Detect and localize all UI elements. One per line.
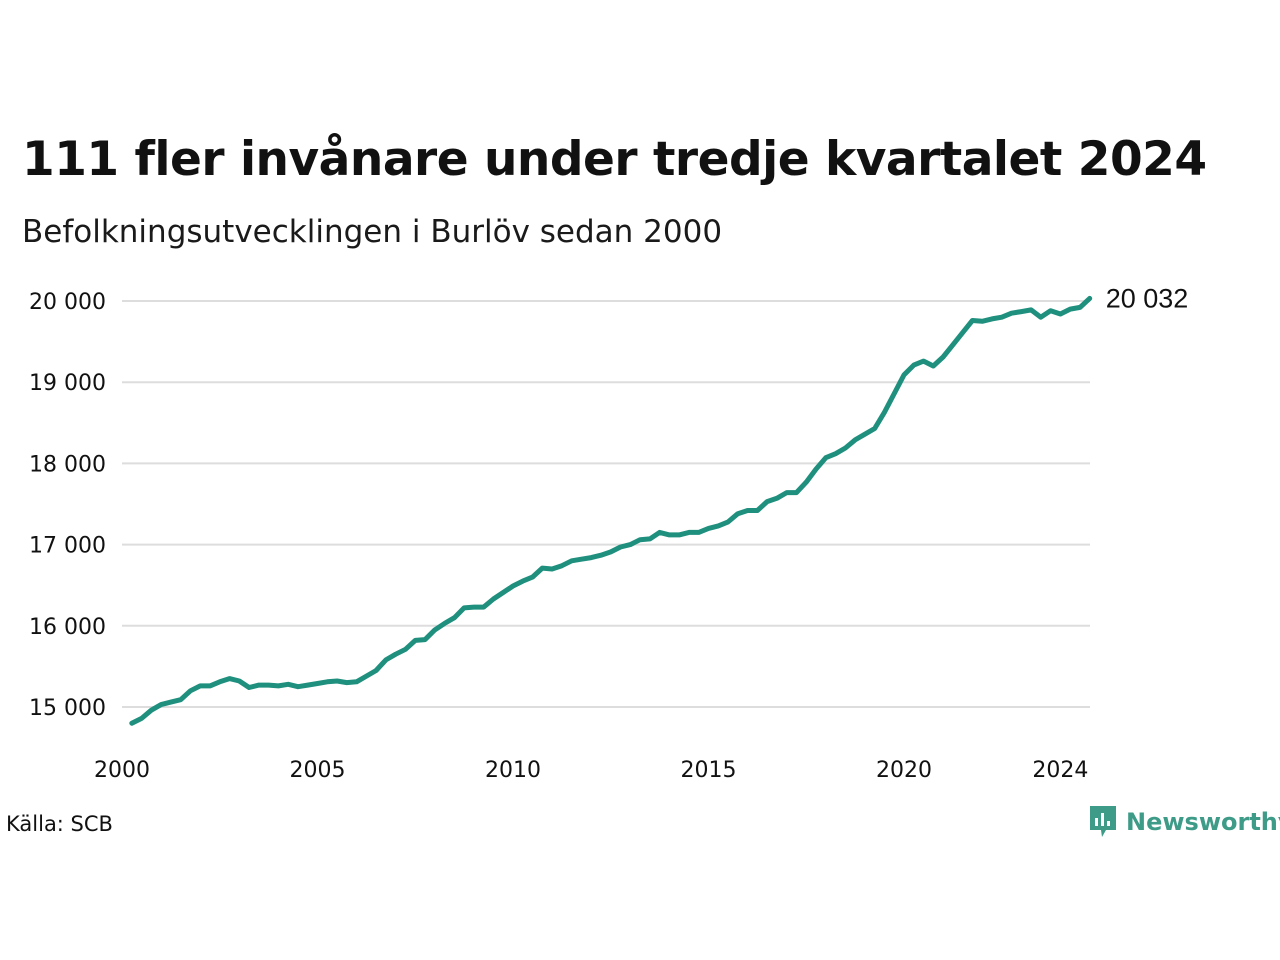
population-series-line [129,295,1093,726]
y-tick-label: 18 000 [29,452,106,477]
x-tick-label: 2010 [485,758,541,783]
y-tick-label: 17 000 [29,534,106,559]
source-label: Källa: SCB [6,812,113,836]
x-tick-label: 2024 [1032,758,1088,783]
x-tick-label: 2015 [681,758,737,783]
brand-name: Newsworthy [1126,808,1280,836]
grid-lines [122,300,1090,708]
y-tick-label: 16 000 [29,615,106,640]
y-tick-label: 19 000 [29,371,106,396]
x-axis-ticks: 2000 2005 2010 2015 2020 2024 [94,758,1088,783]
x-tick-label: 2000 [94,758,150,783]
y-tick-label: 15 000 [29,696,106,721]
chart-title: 111 fler invånare under tredje kvartalet… [22,132,1207,187]
x-tick-label: 2005 [290,758,346,783]
end-value-label: 20 032 [1106,283,1189,313]
x-tick-label: 2020 [876,758,932,783]
y-axis-ticks: 15 000 16 000 17 000 18 000 19 000 20 000 [29,290,106,721]
chart-subtitle: Befolkningsutvecklingen i Burlöv sedan 2… [22,214,723,250]
y-tick-label: 20 000 [29,290,106,315]
newsworthy-logo: Newsworthy [1088,804,1280,840]
newsworthy-logo-icon [1090,806,1116,837]
